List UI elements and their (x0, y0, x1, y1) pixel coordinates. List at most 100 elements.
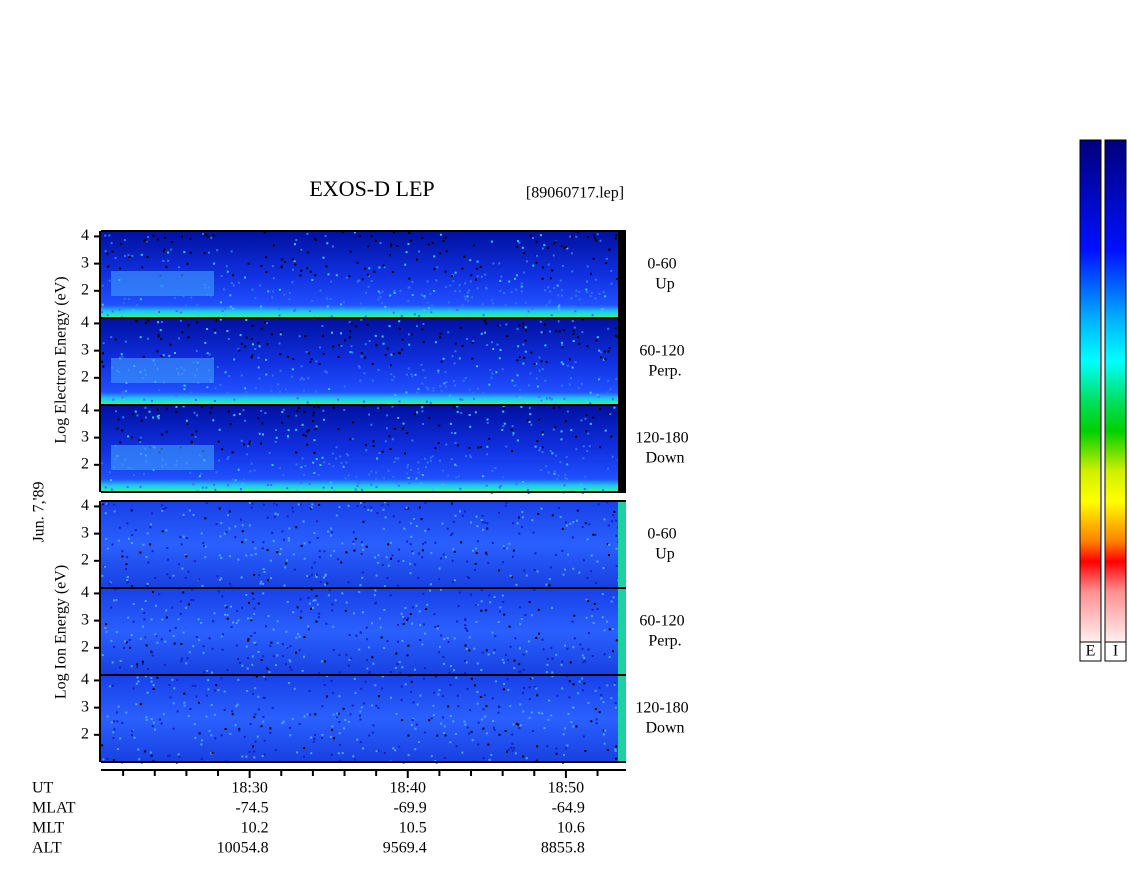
speckle (265, 625, 267, 628)
speckle (144, 239, 147, 242)
speckle (557, 294, 560, 297)
speckle (468, 732, 471, 735)
ion-axis-label: Log Ion Energy (eV) (53, 565, 70, 699)
speckle (565, 246, 568, 248)
speckle (359, 741, 362, 743)
speckle (256, 735, 259, 738)
speckle (248, 442, 251, 445)
speckle (244, 538, 247, 541)
speckle (487, 653, 490, 656)
speckle (268, 451, 271, 454)
speckle (558, 330, 561, 333)
speckle (172, 574, 175, 577)
speckle (198, 732, 201, 735)
speckle (154, 577, 157, 579)
speckle (246, 667, 249, 670)
speckle (528, 601, 531, 603)
speckle (415, 525, 418, 528)
speckle (421, 643, 424, 646)
speckle (293, 568, 296, 571)
speckle (416, 325, 418, 328)
speckle (406, 466, 409, 469)
speckle (136, 304, 139, 307)
speckle (305, 351, 308, 353)
speckle (565, 521, 567, 524)
speckle (536, 745, 539, 748)
date-label: Jun. 7,'89 (31, 481, 48, 542)
speckle (115, 711, 118, 714)
speckle (549, 566, 552, 569)
speckle (341, 592, 344, 595)
speckle (405, 373, 408, 376)
speckle (388, 435, 391, 438)
speckle (253, 750, 255, 753)
speckle (384, 501, 387, 504)
speckle (538, 711, 540, 714)
speckle (241, 530, 244, 533)
speckle (603, 350, 606, 353)
speckle (612, 596, 615, 599)
speckle (368, 267, 371, 270)
speckle (401, 338, 404, 341)
speckle (182, 384, 185, 387)
speckle (443, 725, 446, 728)
speckle (397, 548, 400, 551)
speckle (516, 522, 519, 525)
speckle (364, 343, 367, 346)
speckle (564, 644, 566, 647)
speckle (299, 378, 302, 381)
speckle (239, 662, 241, 664)
speckle (410, 723, 413, 726)
speckle (262, 541, 265, 544)
speckle (560, 244, 563, 247)
speckle (540, 399, 543, 402)
speckle (156, 676, 159, 679)
speckle (591, 608, 594, 611)
speckle (426, 603, 429, 606)
speckle (224, 604, 227, 607)
speckle (176, 679, 179, 681)
speckle (580, 483, 583, 486)
speckle (394, 394, 397, 396)
speckle (163, 663, 166, 666)
speckle (515, 302, 518, 305)
speckle (507, 748, 510, 751)
speckle (214, 689, 217, 692)
speckle (454, 463, 457, 466)
speckle (569, 522, 572, 525)
speckle (168, 576, 171, 579)
speckle (162, 508, 165, 510)
speckle (516, 439, 519, 442)
speckle (311, 503, 314, 506)
speckle (218, 507, 221, 510)
speckle (175, 394, 177, 396)
speckle (452, 520, 455, 523)
speckle (553, 470, 556, 473)
speckle (303, 747, 306, 750)
speckle (380, 636, 383, 639)
speckle (404, 263, 407, 266)
speckle (501, 658, 504, 661)
speckle (439, 459, 441, 462)
speckle (382, 508, 385, 511)
speckle (504, 504, 507, 507)
speckle (202, 233, 205, 235)
speckle (206, 328, 209, 330)
speckle (241, 664, 244, 667)
speckle (434, 447, 437, 450)
speckle (248, 750, 251, 753)
speckle (146, 256, 149, 258)
speckle (253, 756, 256, 759)
speckle (139, 436, 142, 439)
speckle (300, 610, 303, 613)
speckle (293, 687, 296, 690)
speckle (172, 634, 175, 637)
speckle (152, 416, 155, 419)
speckle (522, 322, 525, 325)
speckle (393, 290, 396, 293)
speckle (233, 414, 236, 417)
speckle (289, 645, 292, 648)
speckle (615, 564, 618, 567)
speckle (437, 371, 440, 374)
speckle (398, 352, 401, 355)
